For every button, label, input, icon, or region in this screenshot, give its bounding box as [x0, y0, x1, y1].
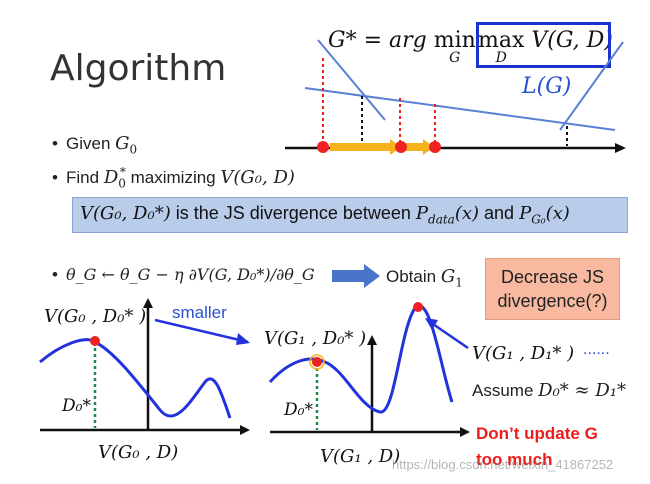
bullet-find-maximizing: maximizing — [130, 168, 216, 187]
right-orange-ring — [309, 354, 325, 370]
left-axis-label: V(G₀ , D) — [98, 442, 179, 463]
left-d-label: D₀* — [62, 396, 91, 416]
bullet-find-text: Find — [66, 168, 100, 187]
js-divergence-text: V(G₀, D₀*) is the JS divergence between … — [80, 203, 570, 227]
bullet-find-d: D0* — [103, 165, 126, 191]
update-rule: θ_G ← θ_G − η ∂V(G, D₀*)/∂θ_G — [66, 265, 315, 284]
right-d-label: D₀* — [284, 400, 313, 420]
formula-max-sub: D — [495, 50, 507, 66]
bullet-given-g: G0 — [115, 133, 138, 157]
formula-max: max — [478, 28, 525, 53]
js-middle: is the JS divergence between — [170, 203, 416, 223]
js-pdata: Pdata(x) — [415, 203, 480, 227]
ellipsis: ...... — [583, 341, 610, 358]
peak-arrow-line — [429, 320, 469, 350]
orange-arrow-2-head — [423, 139, 434, 155]
assume-line: Assume D₀* ≈ D₁* — [472, 380, 626, 401]
left-curve — [39, 338, 232, 419]
formula-min: min — [433, 28, 476, 53]
left-red-dot — [90, 336, 100, 346]
top-formula: G* = arg min G — [328, 28, 476, 66]
decrease-js-line1: Decrease JS — [500, 267, 605, 287]
decrease-js-box: Decrease JS divergence(?) — [485, 258, 620, 320]
obtain-arrow — [332, 264, 380, 288]
peak-arrow-head — [425, 318, 438, 330]
watermark: https://blog.csdn.net/weixin_41867252 — [392, 457, 614, 472]
orange-arrow-2 — [405, 143, 425, 151]
line-descending-left — [317, 39, 386, 121]
slide-title: Algorithm — [50, 48, 227, 89]
dont-update-line2: too much — [476, 450, 553, 469]
js-pg: PG₀(x) — [519, 203, 570, 227]
decrease-js-line2: divergence(?) — [497, 291, 608, 311]
formula-min-sub: G — [449, 50, 461, 66]
smaller-arrow-line — [154, 318, 249, 344]
top-axis-arrowhead — [615, 143, 626, 153]
formula-max-group: max D V(G, D) — [478, 28, 613, 66]
right-curve-label: V(G₁ , D₀* ) — [264, 328, 367, 349]
obtain-g1: G1 — [440, 266, 463, 290]
lg-label: L(G) — [522, 74, 572, 99]
assume-label: Assume — [472, 381, 539, 400]
right-red-dot — [312, 357, 322, 367]
js-lhs: V(G₀, D₀*) — [80, 203, 171, 224]
right-y-arrowhead — [367, 335, 377, 345]
js-divergence-box — [72, 197, 628, 233]
smaller-label: smaller — [172, 303, 227, 322]
bullet-given-text: Given — [66, 134, 111, 153]
red-dot-2 — [395, 141, 407, 153]
line-ascending-right — [559, 41, 624, 131]
formula-rhs: V(G, D) — [524, 28, 613, 53]
bullet-given: • Given G0 — [52, 133, 138, 157]
js-and: and — [479, 203, 520, 223]
right-d1-label: V(G₁ , D₁* ) — [472, 343, 575, 364]
red-dot-1 — [317, 141, 329, 153]
orange-arrow-1 — [330, 143, 392, 151]
red-dot-3 — [429, 141, 441, 153]
left-x-arrowhead — [240, 425, 250, 435]
obtain-text: Obtain G1 — [386, 266, 463, 290]
top-diagram — [285, 39, 626, 155]
right-axis-label: V(G₁ , D) — [320, 446, 401, 467]
bottom-diagrams — [39, 298, 470, 437]
right-curve — [268, 304, 454, 414]
left-y-arrowhead — [143, 298, 153, 308]
bullet-find-v: V(G₀, D) — [220, 167, 295, 188]
max-highlight-box — [476, 22, 611, 68]
bullet-update: • θ_G ← θ_G − η ∂V(G, D₀*)/∂θ_G — [52, 265, 315, 284]
obtain-label: Obtain — [386, 267, 441, 286]
obtain-arrow-shape — [332, 264, 380, 288]
formula-lhs: G* = arg — [328, 28, 434, 53]
right-peak-dot — [413, 302, 423, 312]
bullet-find: • Find D0* maximizing V(G₀, D) — [52, 165, 295, 191]
right-x-arrowhead — [460, 427, 470, 437]
dont-update-line1: Don’t update G — [476, 424, 598, 443]
assume-math: D₀* ≈ D₁* — [538, 380, 626, 401]
smaller-arrow-head — [236, 333, 250, 345]
left-curve-label: V(G₀ , D₀* ) — [44, 306, 147, 327]
line-flat — [304, 87, 616, 131]
